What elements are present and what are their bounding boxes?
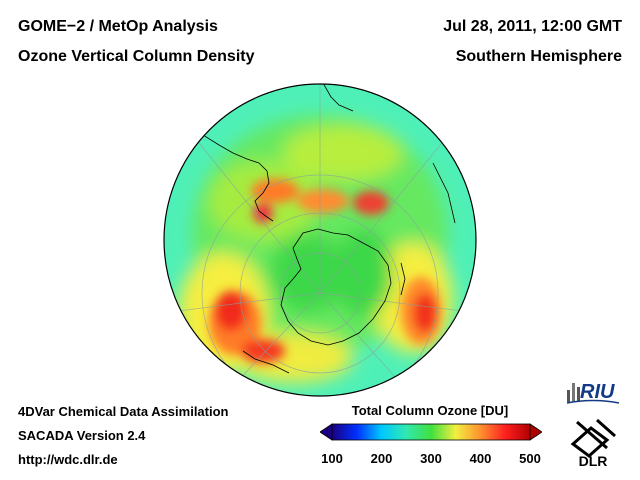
ozone-colorbar — [320, 423, 542, 441]
dlr-logo: DLR — [570, 418, 616, 469]
colorbar-low-arrow — [320, 423, 333, 441]
credit-url[interactable]: http://wdc.dlr.de — [18, 452, 118, 467]
credit-assimilation: 4DVar Chemical Data Assimilation — [18, 404, 229, 419]
riu-logo: RIU — [566, 381, 620, 404]
map-title: GOME−2 / MetOp Analysis — [18, 18, 218, 35]
colorbar-gradient — [331, 423, 531, 441]
colorbar-title: Total Column Ozone [DU] — [351, 403, 509, 418]
globe-outline — [163, 83, 477, 397]
hemisphere-label: Southern Hemisphere — [455, 48, 622, 65]
colorbar-tick-label: 100 — [321, 451, 343, 466]
map-subtitle: Ozone Vertical Column Density — [18, 48, 255, 65]
svg-text:RIU: RIU — [580, 381, 615, 403]
colorbar-high-arrow — [529, 423, 542, 441]
coastlines — [192, 84, 456, 374]
ozone-globe-map — [163, 83, 477, 397]
colorbar-tick-label: 400 — [469, 451, 492, 466]
colorbar-tick-label: 300 — [420, 451, 442, 466]
credit-version: SACADA Version 2.4 — [18, 428, 146, 443]
svg-text:DLR: DLR — [579, 453, 608, 469]
colorbar-tick-label: 200 — [370, 451, 393, 466]
colorbar-tick-label: 500 — [519, 451, 541, 466]
ozone-maxima — [209, 179, 441, 363]
date-label: Jul 28, 2011, 12:00 GMT — [443, 18, 622, 35]
